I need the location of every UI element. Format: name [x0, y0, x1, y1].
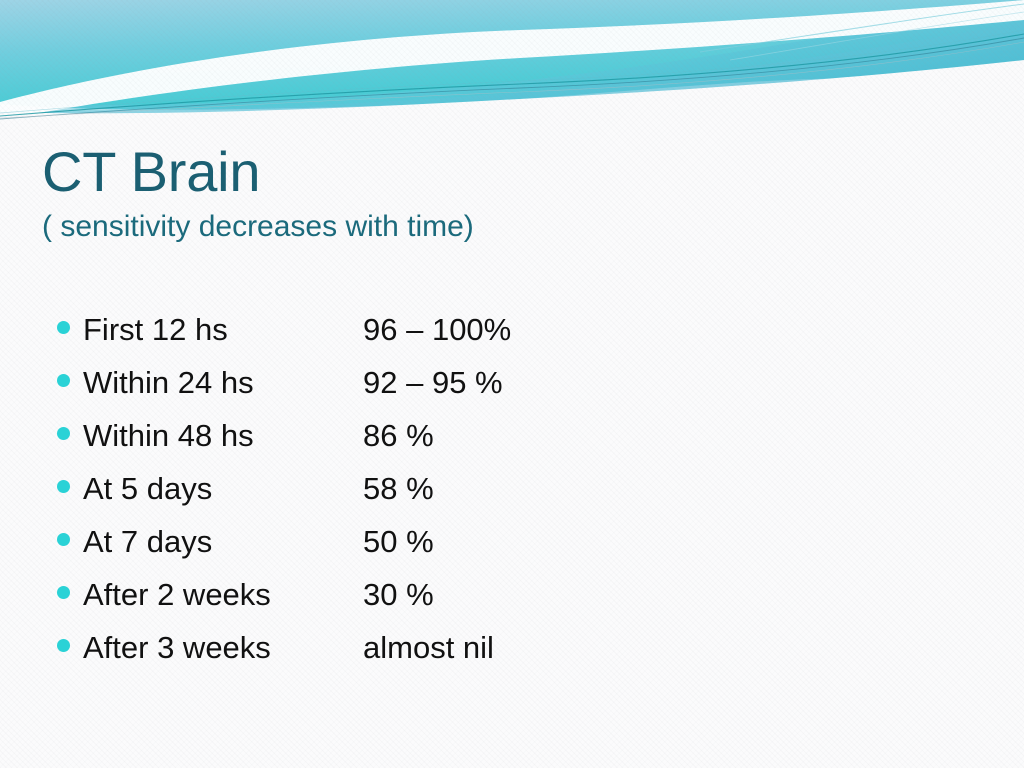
list-item-label: After 3 weeks	[83, 630, 271, 665]
list-item: At 7 days 50 %	[52, 520, 952, 573]
list-item-value: almost nil	[363, 630, 494, 665]
bullet-dot-icon	[57, 533, 70, 546]
list-item-label: First 12 hs	[83, 312, 228, 347]
title-block: CT Brain ( sensitivity decreases with ti…	[42, 143, 942, 246]
list-item-value: 50 %	[363, 524, 434, 559]
list-item-label: Within 24 hs	[83, 365, 254, 400]
slide-subtitle: ( sensitivity decreases with time)	[42, 210, 474, 244]
list-item-value: 30 %	[363, 577, 434, 612]
list-item: After 3 weeks almost nil	[52, 626, 952, 679]
wave-banner-decoration	[0, 0, 1024, 120]
bullet-dot-icon	[57, 427, 70, 440]
list-item: Within 48 hs 86 %	[52, 414, 952, 467]
bullet-dot-icon	[57, 639, 70, 652]
list-item-label: Within 48 hs	[83, 418, 254, 453]
list-item: After 2 weeks 30 %	[52, 573, 952, 626]
bullet-dot-icon	[57, 586, 70, 599]
list-item-label: At 5 days	[83, 471, 213, 506]
sensitivity-bullet-list: First 12 hs 96 – 100% Within 24 hs 92 – …	[52, 308, 952, 679]
list-item-label: After 2 weeks	[83, 577, 271, 612]
list-item-label: At 7 days	[83, 524, 213, 559]
slide-title: CT Brain	[42, 140, 261, 203]
bullet-dot-icon	[57, 480, 70, 493]
list-item-value: 86 %	[363, 418, 434, 453]
list-item: At 5 days 58 %	[52, 467, 952, 520]
list-item: Within 24 hs 92 – 95 %	[52, 361, 952, 414]
bullet-dot-icon	[57, 374, 70, 387]
list-item-value: 58 %	[363, 471, 434, 506]
bullet-dot-icon	[57, 321, 70, 334]
list-item-value: 92 – 95 %	[363, 365, 503, 400]
list-item: First 12 hs 96 – 100%	[52, 308, 952, 361]
list-item-value: 96 – 100%	[363, 312, 512, 347]
